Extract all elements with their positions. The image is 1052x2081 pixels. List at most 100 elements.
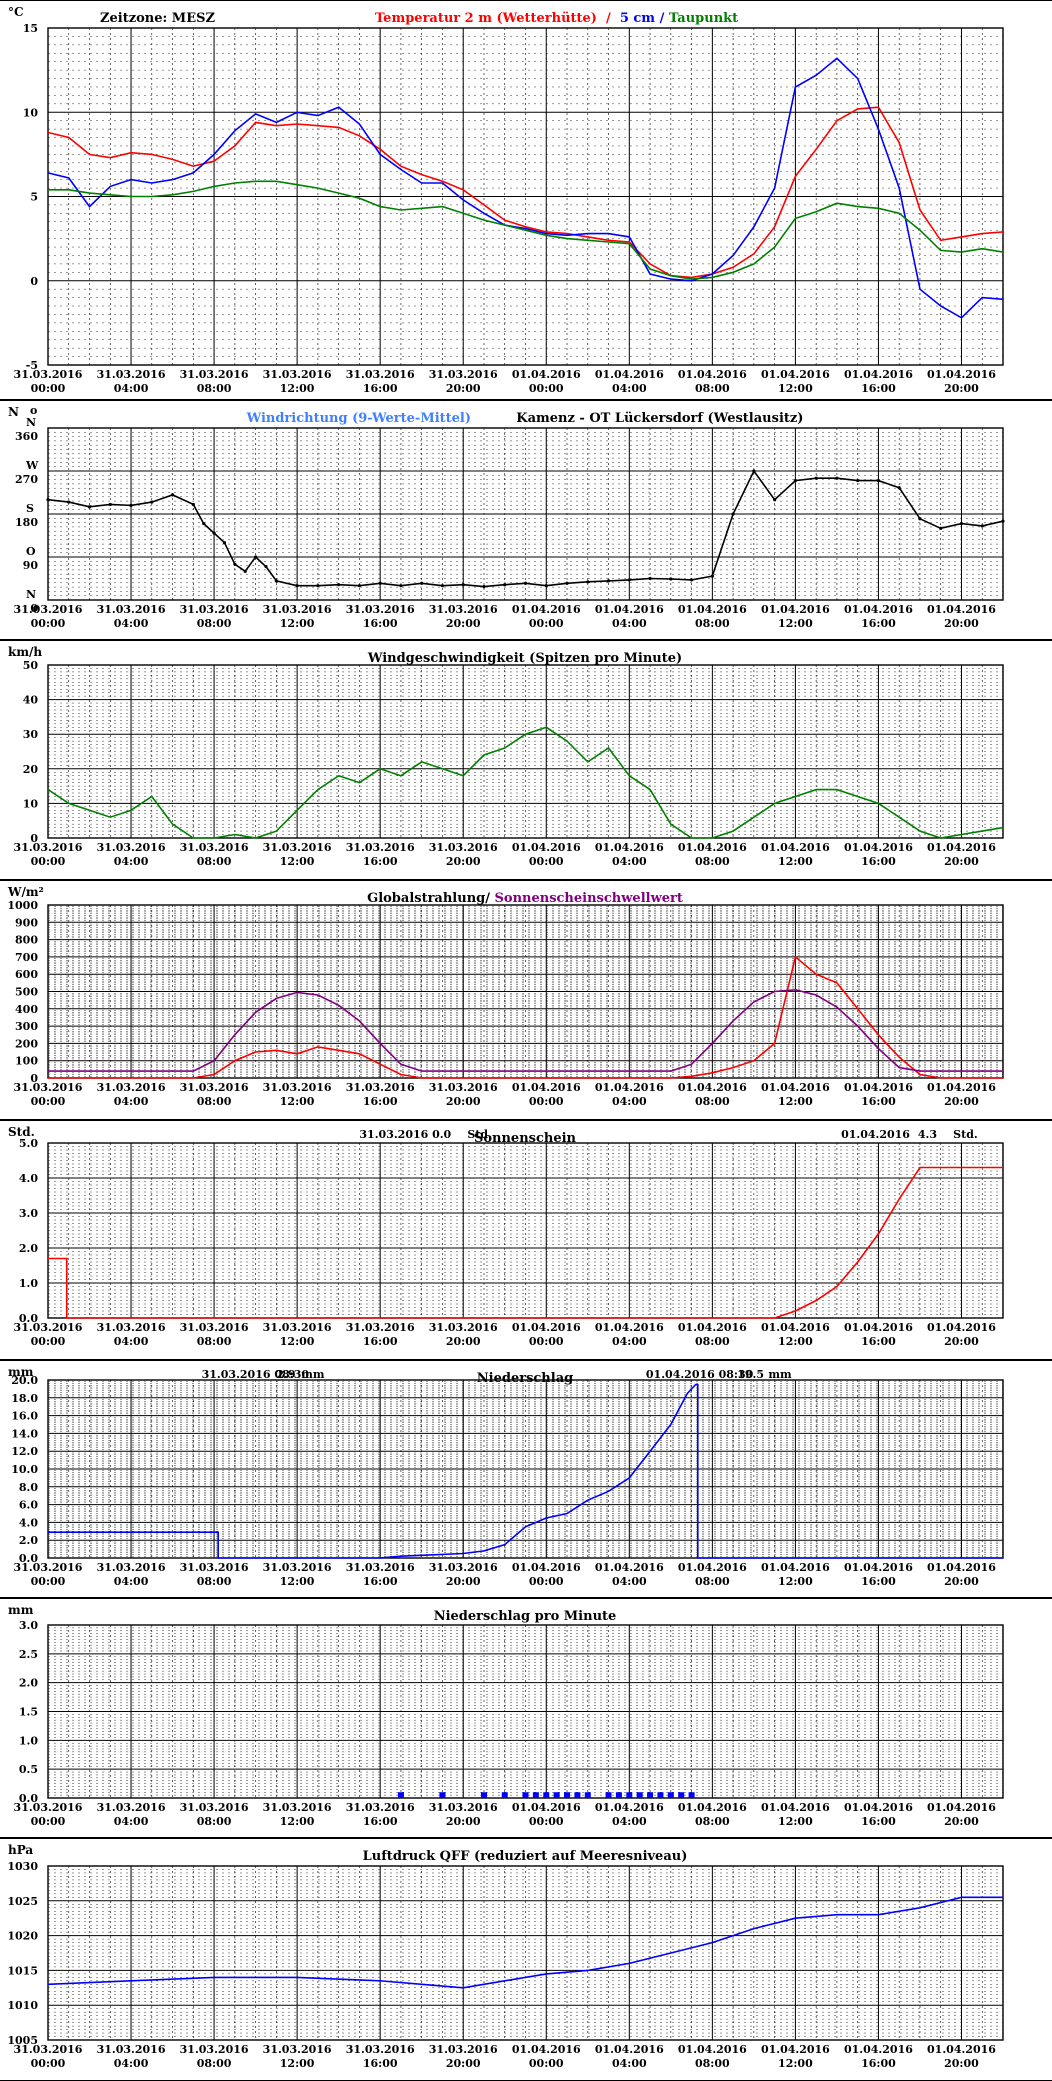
x-tick-time: 04:00 [612, 2057, 647, 2070]
x-tick-date: 01.04.2016 [844, 1321, 913, 1334]
x-tick-date: 31.03.2016 [263, 2043, 332, 2056]
x-tick-time: 00:00 [529, 1815, 564, 1828]
annotation-label: 31.03.2016 [359, 1128, 428, 1141]
y-tick-label: 15 [23, 22, 38, 35]
wind-direction-point [689, 578, 694, 582]
y-tick-label: 8.0 [19, 1481, 38, 1494]
x-tick-time: 12:00 [778, 855, 813, 868]
wind-direction-point [710, 574, 714, 578]
x-tick-time: 04:00 [114, 617, 149, 630]
wind-direction-point [316, 584, 320, 588]
x-tick-date: 31.03.2016 [97, 1321, 166, 1334]
x-tick-time: 08:00 [695, 617, 730, 630]
x-tick-time: 20:00 [446, 855, 481, 868]
x-tick-date: 01.04.2016 [595, 603, 664, 616]
precip-bar [480, 1792, 487, 1798]
x-tick-time: 04:00 [114, 382, 149, 395]
x-tick-date: 01.04.2016 [678, 603, 747, 616]
y-tick-label: 1000 [7, 899, 38, 912]
wind-direction-point [202, 521, 206, 526]
annotation-label: 2.9 [276, 1368, 295, 1381]
x-tick-time: 16:00 [363, 855, 398, 868]
annotation-label: 0.0 [432, 1128, 451, 1141]
y-tick-label: 16.0 [11, 1410, 38, 1423]
x-tick-time: 00:00 [31, 855, 66, 868]
wind-direction-point [544, 584, 548, 588]
y-tick-label: 1025 [7, 1895, 38, 1908]
wind-direction-point [939, 526, 943, 530]
x-tick-date: 31.03.2016 [180, 1801, 249, 1814]
x-tick-date: 01.04.2016 [927, 1561, 996, 1574]
x-tick-date: 31.03.2016 [263, 1321, 332, 1334]
x-tick-date: 01.04.2016 [512, 603, 581, 616]
x-tick-date: 01.04.2016 [595, 841, 664, 854]
y-tick-label: 270 [15, 473, 38, 486]
y-tick-label: 100 [15, 1055, 38, 1068]
series-line [48, 1166, 1003, 1319]
x-tick-time: 16:00 [363, 1575, 398, 1588]
title-part: 5 cm [620, 11, 655, 26]
x-tick-date: 01.04.2016 [844, 603, 913, 616]
x-tick-time: 16:00 [363, 1335, 398, 1348]
y-tick-label: 1005 [7, 2034, 38, 2047]
x-tick-date: 01.04.2016 [678, 1561, 747, 1574]
y-tick-label: 1020 [7, 1930, 38, 1943]
series-line [47, 726, 1004, 839]
precip-bar [543, 1792, 550, 1798]
x-tick-date: 01.04.2016 [595, 368, 664, 381]
x-tick-time: 16:00 [861, 382, 896, 395]
wind-direction-point [980, 524, 984, 528]
y-tick-label: 10 [23, 106, 39, 119]
x-tick-time: 00:00 [529, 1095, 564, 1108]
panel-6: 0.0 0.5 1.0 1.5 2.0 2.5 3.0 mm Niederschlag pro … [0, 1603, 1052, 1839]
x-tick-time: 20:00 [944, 1335, 979, 1348]
y-tick-label: 4.0 [19, 1516, 38, 1529]
precip-bar [657, 1792, 664, 1798]
x-tick-date: 01.04.2016 [761, 1561, 830, 1574]
x-tick-date: 31.03.2016 [429, 368, 498, 381]
y-direction-label: W [25, 459, 39, 472]
y-tick-label: 6.0 [19, 1499, 38, 1512]
y-tick-label: 180 [15, 516, 38, 529]
x-tick-date: 31.03.2016 [429, 841, 498, 854]
x-tick-date: 01.04.2016 [844, 368, 913, 381]
precip-bar [564, 1792, 571, 1798]
x-tick-time: 20:00 [944, 2057, 979, 2070]
precip-bar [553, 1792, 560, 1798]
title-part: / [597, 11, 620, 26]
x-tick-time: 20:00 [446, 1575, 481, 1588]
wind-direction-point [648, 576, 652, 581]
x-tick-time: 08:00 [197, 1575, 232, 1588]
x-tick-date: 01.04.2016 [927, 368, 996, 381]
x-tick-time: 12:00 [778, 382, 813, 395]
x-tick-date: 01.04.2016 [761, 841, 830, 854]
panel-0: -5 0 5 10 15 °C Zeitzone: MESZ Temperatur 2 m (… [0, 5, 1052, 401]
x-tick-time: 12:00 [778, 1815, 813, 1828]
x-tick-time: 04:00 [612, 1575, 647, 1588]
x-tick-date: 31.03.2016 [429, 1321, 498, 1334]
precip-bar [667, 1792, 674, 1798]
x-tick-time: 20:00 [944, 382, 979, 395]
x-tick-time: 16:00 [861, 617, 896, 630]
y-tick-label: 50 [23, 659, 39, 672]
x-tick-date: 31.03.2016 [263, 603, 332, 616]
title-part: Sonnenschein [474, 1131, 577, 1146]
x-tick-date: 31.03.2016 [429, 2043, 498, 2056]
x-tick-time: 00:00 [31, 382, 66, 395]
wind-direction-point [565, 581, 569, 585]
panel-7: 1005 1010 1015 1020 1025 1030 hPa Luftdruck QFF… [0, 1843, 1052, 2081]
x-tick-time: 16:00 [861, 1815, 896, 1828]
wind-direction-point [793, 478, 797, 483]
x-tick-date: 01.04.2016 [678, 368, 747, 381]
y-tick-label: 30 [23, 728, 39, 741]
y-tick-label: 0 [30, 1072, 38, 1085]
x-tick-time: 00:00 [529, 2057, 564, 2070]
y-tick-label: 90 [23, 559, 39, 572]
x-tick-time: 16:00 [861, 1095, 896, 1108]
x-tick-date: 01.04.2016 [844, 1801, 913, 1814]
x-tick-date: 31.03.2016 [180, 1081, 249, 1094]
x-tick-time: 12:00 [778, 2057, 813, 2070]
